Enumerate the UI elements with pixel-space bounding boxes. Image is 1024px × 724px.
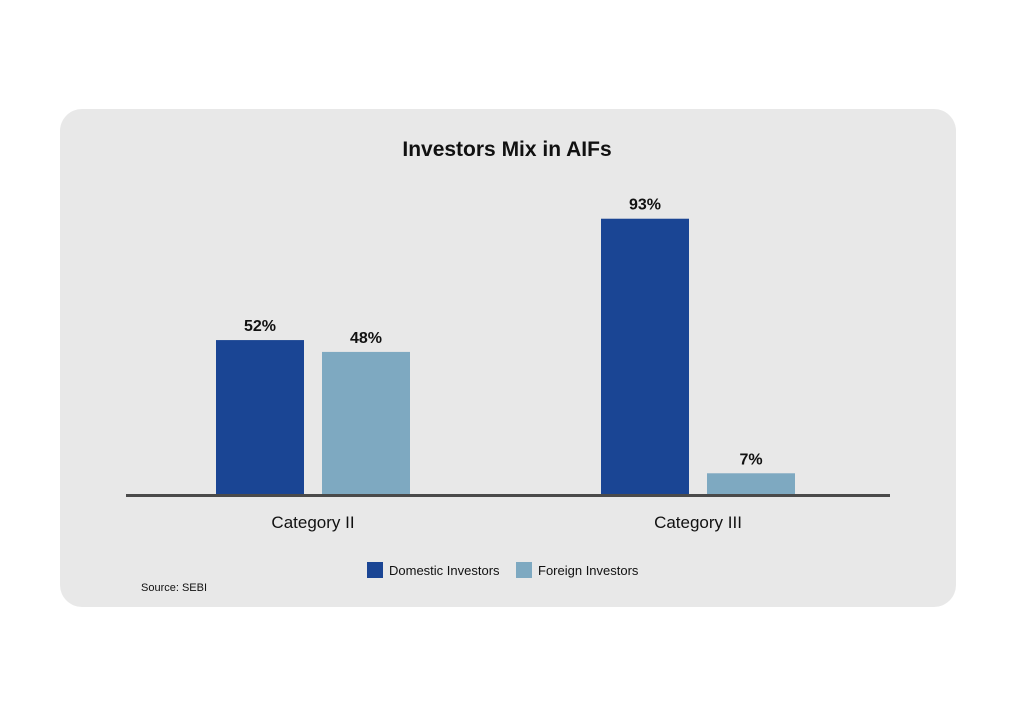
chart-card [60, 109, 956, 607]
data-label-foreign-category-iii: 7% [739, 451, 762, 468]
bar-domestic-category-ii [216, 340, 304, 494]
source-note: Source: SEBI [141, 582, 207, 594]
legend-swatch-domestic [367, 562, 383, 578]
legend: Domestic Investors Foreign Investors [367, 562, 639, 578]
data-label-domestic-category-ii: 52% [244, 318, 276, 335]
chart-title: Investors Mix in AIFs [402, 138, 611, 161]
legend-label-foreign: Foreign Investors [538, 563, 639, 578]
legend-label-domestic: Domestic Investors [389, 563, 500, 578]
data-label-foreign-category-ii: 48% [350, 330, 382, 347]
bar-foreign-category-iii [707, 473, 795, 494]
data-label-domestic-category-iii: 93% [629, 197, 661, 214]
legend-swatch-foreign [516, 562, 532, 578]
bar-domestic-category-iii [601, 218, 689, 494]
bars-group: 52% 48% 93% 7% [216, 197, 795, 494]
category-label: Category II [271, 513, 354, 532]
bar-foreign-category-ii [322, 351, 410, 494]
category-label: Category III [654, 513, 742, 532]
